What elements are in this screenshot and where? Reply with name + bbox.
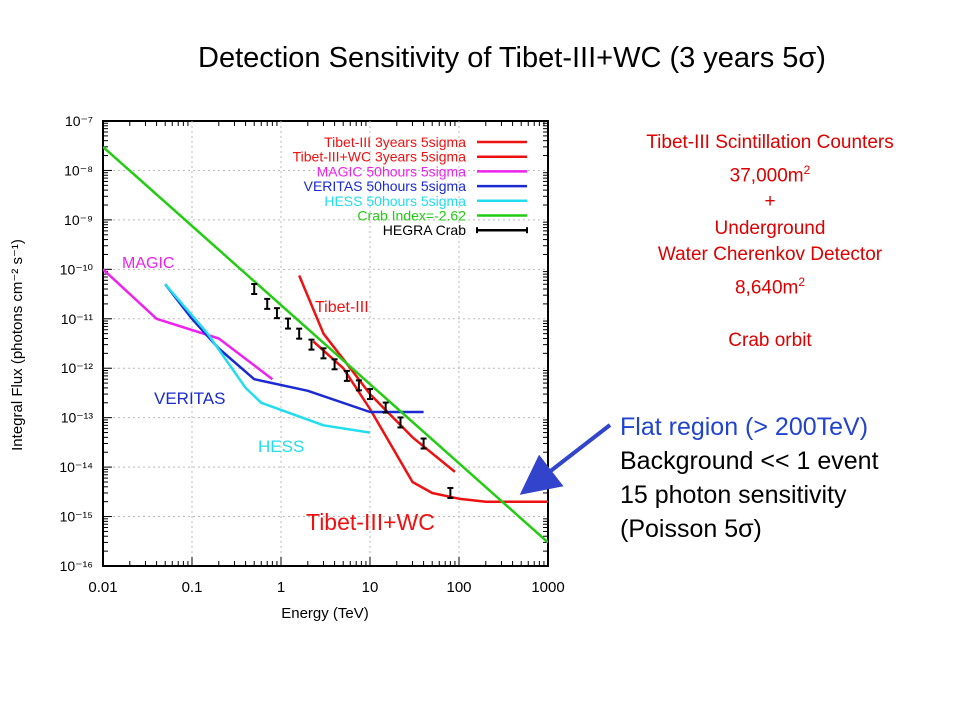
x-tick-label: 100 bbox=[446, 579, 471, 596]
slide-title: Detection Sensitivity of Tibet-III+WC (3… bbox=[198, 42, 826, 74]
legend-label: MAGIC 50hours 5sigma bbox=[317, 163, 467, 179]
detector-line-underground: Underground bbox=[714, 217, 826, 239]
x-tick-label: 10 bbox=[362, 579, 379, 596]
flat-region-background: Background << 1 event bbox=[620, 447, 879, 475]
area-2-value: 8,640m bbox=[734, 277, 799, 299]
series-line-hess-4 bbox=[164, 283, 371, 434]
series-lines bbox=[103, 145, 548, 544]
y-axis-label: Integral Flux (photons cm⁻² s⁻¹) bbox=[9, 239, 26, 451]
y-tick-label: 10⁻¹⁰ bbox=[60, 261, 94, 277]
flat-region-notes: Flat region (> 200TeV) Background << 1 e… bbox=[620, 410, 879, 546]
x-axis-label: Energy (TeV) bbox=[281, 605, 369, 622]
y-tick-label: 10⁻¹⁵ bbox=[60, 509, 93, 525]
x-tick-label: 0.01 bbox=[88, 579, 117, 596]
y-tick-label: 10⁻¹⁴ bbox=[59, 459, 93, 475]
flat-region-title: Flat region (> 200TeV) bbox=[620, 413, 869, 441]
y-tick-label: 10⁻¹³ bbox=[61, 410, 94, 426]
legend-label: Tibet-III 3years 5sigma bbox=[324, 134, 466, 150]
detector-line-scintillation: Tibet-III Scintillation Counters bbox=[646, 132, 894, 153]
flat-region-arrow bbox=[519, 423, 612, 495]
tick-labels: 0.01 0.1 1 10 100 1000 10⁻¹⁶ 10⁻¹⁵ 10⁻¹⁴ 10⁻¹³ 10⁻… bbox=[59, 113, 564, 596]
x-tick-label: 0.1 bbox=[182, 579, 203, 596]
grid-layer bbox=[102, 120, 549, 567]
detector-line-crab-orbit: Crab orbit bbox=[728, 330, 812, 352]
detector-line-area-1: 37,000m2 bbox=[560, 157, 960, 190]
legend-label: VERITAS 50hours 5sigma bbox=[304, 178, 467, 194]
hegra-crab-point bbox=[367, 388, 373, 401]
legend-label: HEGRA Crab bbox=[383, 222, 466, 238]
legend-label: Tibet-III+WC 3years 5sigma bbox=[293, 149, 467, 165]
hegra-crab-point bbox=[308, 338, 315, 351]
x-tick-label: 1000 bbox=[531, 579, 564, 596]
hegra-crab-point bbox=[397, 416, 404, 429]
area-1-value: 37,000m bbox=[729, 164, 804, 186]
hegra-crab-point bbox=[285, 317, 292, 330]
hegra-crab-point bbox=[251, 283, 258, 296]
hegra-crab-point bbox=[296, 327, 303, 340]
annotation-tibet3: Tibet-III bbox=[315, 299, 369, 316]
flat-region-sensitivity: 15 photon sensitivity bbox=[620, 481, 847, 509]
annotation-veritas: VERITAS bbox=[154, 389, 225, 408]
annotation-tibet3wc: Tibet-III+WC bbox=[306, 509, 435, 535]
series-line-crab-5 bbox=[103, 145, 548, 544]
detector-line-water-cherenkov: Water Cherenkov Detector bbox=[657, 244, 883, 266]
hegra-crab-point bbox=[331, 358, 338, 371]
area-1-unit-exponent: 2 bbox=[803, 162, 811, 177]
y-tick-label: 10⁻⁸ bbox=[64, 162, 93, 178]
detector-info-panel: Tibet-III Scintillation Counters 37,000m… bbox=[560, 130, 960, 355]
y-tick-label: 10⁻¹⁶ bbox=[60, 558, 93, 574]
hegra-crab-point bbox=[320, 347, 327, 360]
hegra-crab-point bbox=[447, 486, 454, 499]
hegra-crab-point bbox=[264, 297, 271, 310]
hegra-crab-point bbox=[382, 401, 389, 414]
annotation-magic: MAGIC bbox=[122, 255, 174, 272]
y-tick-label: 10⁻⁹ bbox=[64, 212, 93, 228]
legend-label: HESS 50hours 5sigma bbox=[324, 193, 466, 209]
detector-line-area-2: 8,640m2 bbox=[560, 269, 960, 302]
y-tick-label: 10⁻¹² bbox=[61, 360, 94, 376]
series-line-magic-2 bbox=[103, 268, 274, 381]
y-tick-label: 10⁻⁷ bbox=[65, 113, 93, 129]
annotation-hess: HESS bbox=[258, 437, 304, 456]
spacer bbox=[560, 302, 960, 329]
hegra-crab-point bbox=[420, 437, 427, 450]
detector-line-plus: + bbox=[764, 191, 776, 213]
x-tick-label: 1 bbox=[277, 579, 285, 596]
y-tick-label: 10⁻¹¹ bbox=[61, 311, 94, 327]
legend-label: Crab Index=-2.62 bbox=[357, 208, 466, 224]
plot-frame bbox=[102, 120, 549, 567]
flat-region-poisson: (Poisson 5σ) bbox=[620, 515, 762, 543]
area-2-unit-exponent: 2 bbox=[798, 274, 806, 289]
hegra-crab-points bbox=[251, 283, 454, 499]
series-line-veritas-3 bbox=[164, 283, 424, 414]
hegra-crab-point bbox=[343, 369, 350, 382]
hegra-crab-point bbox=[355, 379, 362, 392]
hegra-crab-point bbox=[273, 307, 280, 320]
